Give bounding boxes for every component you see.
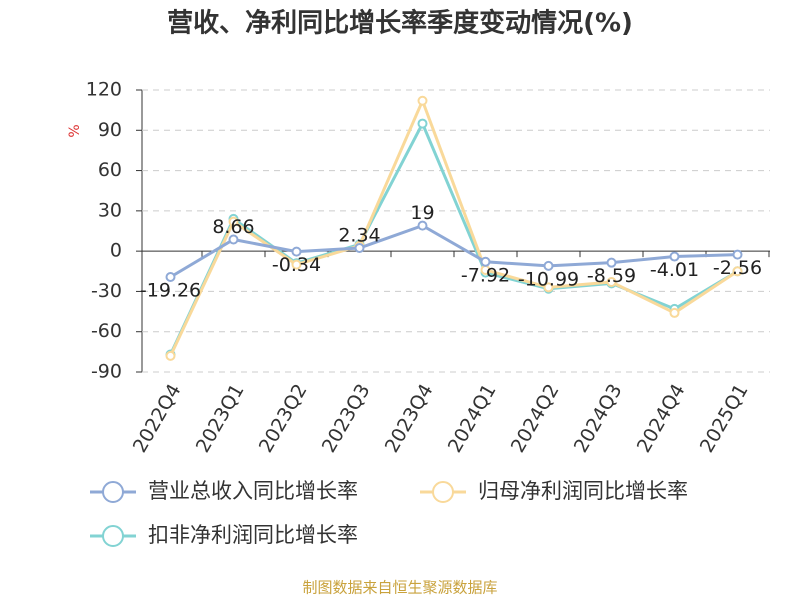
y-tick-label: 0: [110, 240, 122, 262]
data-point: [417, 118, 428, 129]
data-point: [165, 272, 176, 283]
data-label: -4.01: [650, 259, 699, 281]
y-tick-label: -30: [91, 280, 122, 302]
series-line: [169, 223, 738, 279]
legend-label: 营业总收入同比增长率: [148, 479, 358, 503]
y-tick-label: 90: [98, 119, 122, 141]
data-point: [417, 95, 428, 106]
x-tick-label: 2022Q4: [129, 380, 186, 456]
legend-label: 归母净利润同比增长率: [478, 479, 688, 503]
x-tick-label: 2023Q4: [381, 380, 438, 456]
y-tick-label: -60: [91, 320, 122, 342]
data-label: -2.56: [713, 257, 762, 279]
source-note: 制图数据来自恒生聚源数据库: [302, 579, 497, 597]
data-label: 2.34: [338, 225, 380, 247]
data-label: 19: [410, 202, 434, 224]
legend-marker: [102, 481, 124, 503]
y-tick-label: 30: [98, 199, 122, 221]
data-point: [165, 350, 176, 361]
data-point: [543, 260, 554, 271]
legend-marker: [432, 481, 454, 503]
data-label: -0.34: [272, 254, 321, 276]
series-line: [169, 120, 739, 356]
legend-item[interactable]: 营业总收入同比增长率: [90, 479, 358, 503]
x-tick-label: 2023Q3: [318, 380, 375, 456]
data-point: [543, 282, 554, 293]
series-line: [169, 96, 739, 357]
data-label: -8.59: [587, 265, 636, 287]
data-label: -10.99: [518, 268, 579, 290]
data-point: [228, 234, 239, 245]
data-point: [417, 220, 428, 231]
legend-item[interactable]: 扣非净利润同比增长率: [90, 523, 358, 547]
y-axis-label: %: [67, 124, 83, 137]
legend-label: 扣非净利润同比增长率: [148, 523, 358, 547]
x-tick-label: 2024Q4: [633, 380, 690, 456]
y-tick-label: 60: [98, 159, 122, 181]
data-point: [228, 216, 239, 227]
x-tick-label: 2024Q1: [444, 380, 501, 456]
x-tick-label: 2024Q2: [507, 380, 564, 456]
x-tick-label: 2023Q2: [255, 380, 312, 456]
data-point: [606, 277, 617, 288]
data-label: -19.26: [140, 280, 201, 302]
data-point: [669, 307, 680, 318]
y-tick-label: 120: [86, 79, 122, 101]
data-point: [354, 243, 365, 254]
data-point: [732, 266, 743, 277]
data-point: [480, 256, 491, 267]
data-point: [732, 249, 743, 260]
x-tick-label: 2024Q3: [570, 380, 627, 456]
y-tick-label: -90: [91, 361, 122, 383]
legend-marker: [102, 525, 124, 547]
data-point: [606, 257, 617, 268]
data-label: 8.66: [212, 216, 254, 238]
data-point: [669, 251, 680, 262]
chart-title: 营收、净利同比增长率季度变动情况(%): [167, 8, 633, 39]
x-tick-label: 2023Q1: [192, 380, 249, 456]
data-label: -7.92: [461, 264, 510, 286]
data-point: [291, 246, 302, 257]
data-point: [291, 259, 302, 270]
x-tick-label: 2025Q1: [696, 380, 753, 456]
legend-item[interactable]: 归母净利润同比增长率: [420, 479, 688, 503]
